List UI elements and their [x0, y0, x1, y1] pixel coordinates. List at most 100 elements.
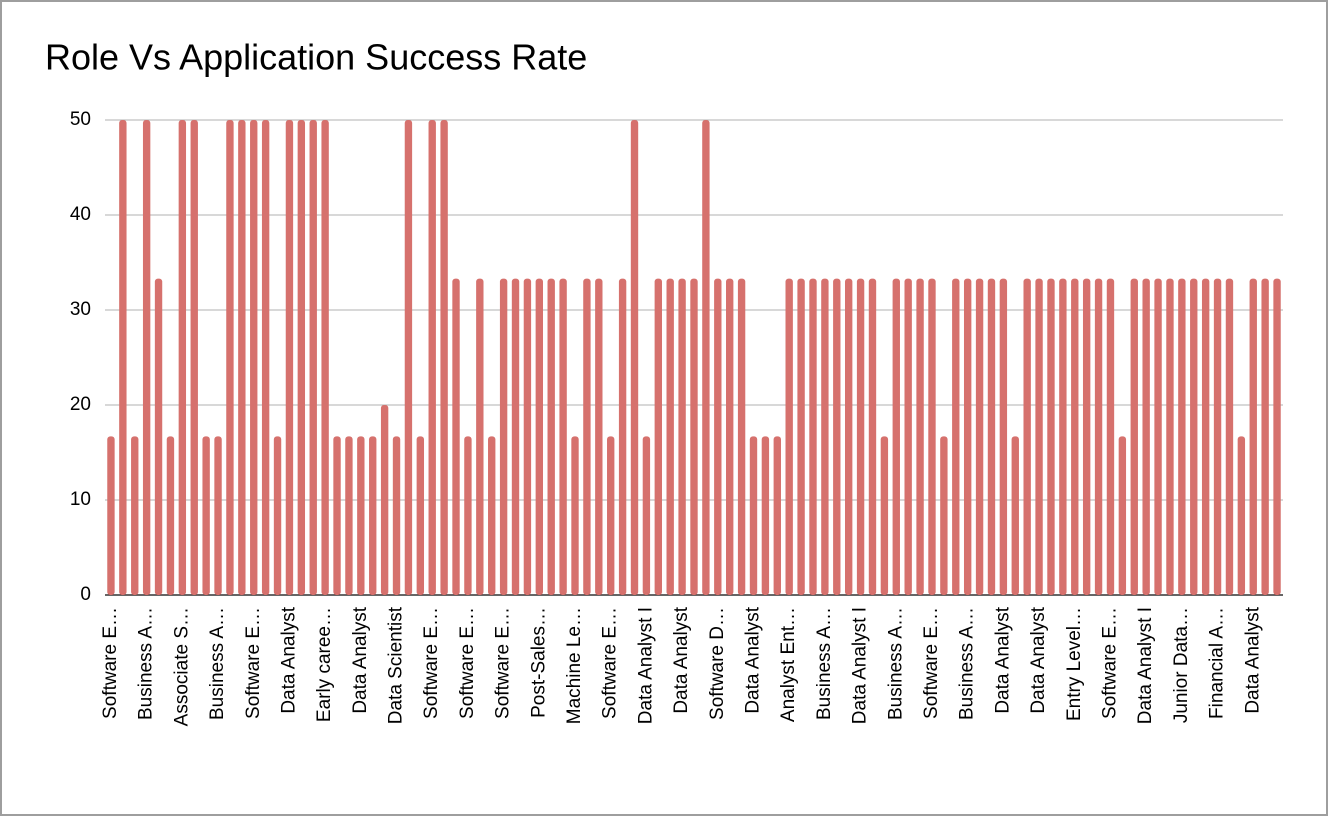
bar — [369, 436, 377, 595]
x-tick-label: Data Analyst — [671, 606, 692, 713]
bar — [690, 278, 698, 595]
bar — [1225, 278, 1234, 595]
bar — [154, 278, 163, 595]
bar — [452, 278, 460, 595]
bar — [928, 278, 936, 595]
x-tick-label: Software E… — [600, 607, 621, 719]
bar — [131, 436, 139, 595]
bar — [1023, 278, 1031, 595]
bar — [428, 120, 436, 595]
bar — [1071, 278, 1079, 595]
x-tick-label: Software E… — [100, 607, 121, 719]
x-tick-label: Data Analyst — [278, 606, 299, 713]
bar — [511, 278, 520, 595]
bar — [404, 120, 413, 595]
bar — [1118, 436, 1127, 595]
bar — [999, 278, 1008, 595]
bar — [1130, 278, 1138, 595]
bar — [440, 120, 448, 595]
bar — [785, 278, 793, 595]
bar — [261, 120, 270, 595]
bar — [1178, 278, 1186, 595]
x-tick-label: Data Analyst I — [635, 607, 656, 724]
x-tick-label: Business A… — [957, 607, 978, 720]
bar — [380, 405, 389, 595]
bar — [1273, 278, 1281, 595]
bar — [595, 278, 603, 595]
bar — [1142, 278, 1150, 595]
y-tick-label: 10 — [70, 489, 91, 510]
bar — [178, 120, 187, 595]
y-tick-label: 50 — [70, 109, 91, 130]
x-tick-label: Entry Level… — [1064, 607, 1085, 721]
x-tick-label: Business A… — [207, 607, 228, 720]
x-tick-label: Software E… — [421, 607, 442, 719]
bar — [333, 436, 341, 595]
bar — [535, 278, 544, 595]
bar — [571, 436, 579, 595]
bar — [285, 120, 294, 595]
bar — [666, 278, 674, 595]
x-tick-label: Data Analyst — [1242, 606, 1263, 713]
bar — [142, 120, 151, 595]
bar — [844, 278, 853, 595]
bar — [797, 278, 805, 595]
bar — [119, 120, 127, 595]
bar — [963, 278, 972, 595]
bar — [1094, 278, 1103, 595]
bar — [345, 436, 353, 595]
bar — [1190, 278, 1198, 595]
bar — [618, 278, 627, 595]
bar — [1237, 436, 1246, 595]
bar — [940, 436, 948, 595]
bar — [714, 278, 722, 595]
bar — [1201, 278, 1210, 595]
x-tick-label: Data Analyst I — [1135, 607, 1156, 724]
bar — [1059, 278, 1067, 595]
x-tick-label: Associate S… — [171, 607, 192, 726]
bar — [357, 436, 365, 595]
x-tick-label: Software E… — [493, 607, 514, 719]
bar — [749, 436, 758, 595]
bar — [630, 120, 639, 595]
bar — [1154, 278, 1162, 595]
bar — [190, 120, 198, 595]
bar — [476, 278, 484, 595]
bar — [809, 278, 817, 595]
x-tick-label: Software E… — [921, 607, 942, 719]
y-tick-label: 0 — [80, 584, 91, 605]
bar — [737, 278, 746, 595]
x-tick-label: Machine Le… — [564, 607, 585, 724]
bar — [892, 278, 900, 595]
bar — [273, 436, 282, 595]
x-tick-label: Data Analyst — [743, 606, 764, 713]
x-tick-label: Data Analyst — [992, 606, 1013, 713]
bar — [214, 436, 222, 595]
bar — [488, 436, 496, 595]
bar — [166, 436, 175, 595]
bar — [559, 278, 567, 595]
bar — [107, 436, 115, 595]
bar — [856, 278, 865, 595]
bar — [833, 278, 841, 595]
bar — [1249, 278, 1257, 595]
bar — [678, 278, 686, 595]
bar — [297, 120, 306, 595]
bar — [1106, 278, 1115, 595]
bar — [880, 436, 889, 595]
bar — [226, 120, 234, 595]
bar — [250, 120, 258, 595]
x-tick-label: Early caree… — [314, 607, 335, 722]
bar — [499, 278, 508, 595]
bar — [773, 436, 781, 595]
x-tick-label: Data Scientist — [386, 606, 407, 724]
x-tick-label: Data Analyst I — [850, 607, 871, 724]
bar — [464, 436, 472, 595]
bar — [1213, 278, 1222, 595]
x-tick-label: Post-Sales… — [528, 607, 549, 718]
x-tick-label: Business A… — [814, 607, 835, 720]
x-tick-label: Software E… — [1099, 607, 1120, 719]
bar — [761, 436, 770, 595]
